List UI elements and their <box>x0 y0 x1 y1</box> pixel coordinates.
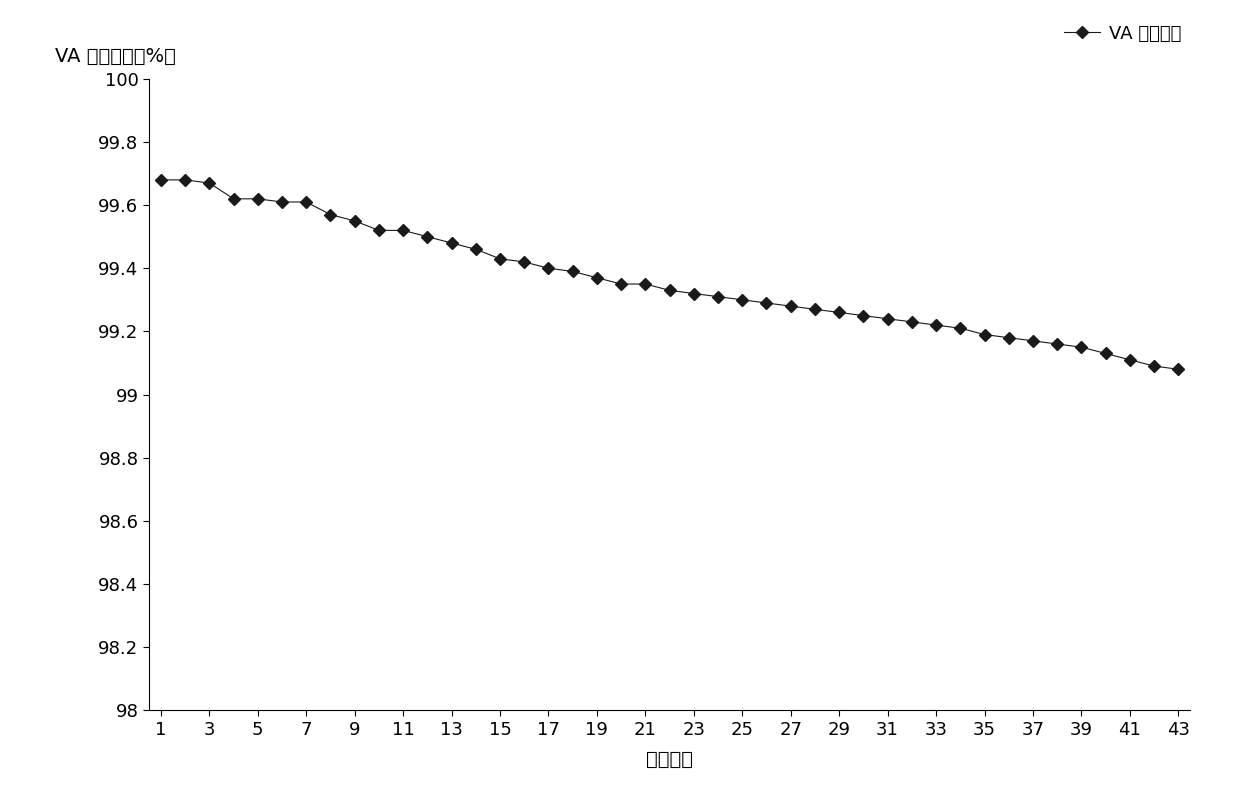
VA 醇转化率 <box>492 254 507 264</box>
VA 醇转化率 <box>1171 365 1185 374</box>
VA 醇转化率 <box>372 226 387 235</box>
VA 醇转化率 <box>154 175 169 185</box>
VA 醇转化率 <box>1001 333 1016 342</box>
VA 醇转化率 <box>1074 342 1089 352</box>
VA 醇转化率 <box>444 238 459 248</box>
VA 醇转化率 <box>469 245 484 254</box>
Legend: VA 醇转化率: VA 醇转化率 <box>1064 24 1182 43</box>
Line: VA 醇转化率: VA 醇转化率 <box>156 176 1183 373</box>
VA 醇转化率 <box>637 279 652 289</box>
VA 醇转化率 <box>347 216 362 226</box>
VA 醇转化率 <box>565 267 580 276</box>
VA 醇转化率 <box>177 175 192 185</box>
VA 醇转化率 <box>856 311 870 320</box>
Text: VA 醇转化率（%）: VA 醇转化率（%） <box>55 47 176 66</box>
VA 醇转化率 <box>687 289 702 298</box>
VA 醇转化率 <box>952 323 967 333</box>
VA 醇转化率 <box>1050 339 1065 349</box>
VA 醇转化率 <box>977 330 992 339</box>
VA 醇转化率 <box>807 305 822 314</box>
VA 醇转化率 <box>541 264 556 273</box>
VA 醇转化率 <box>1147 361 1162 371</box>
VA 醇转化率 <box>711 292 725 301</box>
VA 醇转化率 <box>517 257 532 267</box>
VA 醇转化率 <box>420 232 435 241</box>
VA 醇转化率 <box>299 197 314 207</box>
VA 醇转化率 <box>904 317 919 327</box>
VA 醇转化率 <box>662 286 677 295</box>
VA 醇转化率 <box>202 178 217 188</box>
VA 醇转化率 <box>589 273 604 282</box>
VA 醇转化率 <box>759 298 774 308</box>
VA 醇转化率 <box>614 279 629 289</box>
VA 醇转化率 <box>1099 349 1114 358</box>
VA 醇转化率 <box>880 314 895 323</box>
VA 醇转化率 <box>1122 355 1137 365</box>
VA 醇转化率 <box>324 210 339 219</box>
X-axis label: 套用批次: 套用批次 <box>646 750 693 768</box>
VA 醇转化率 <box>832 308 847 317</box>
VA 醇转化率 <box>396 226 410 235</box>
VA 醇转化率 <box>1025 336 1040 346</box>
VA 醇转化率 <box>250 194 265 204</box>
VA 醇转化率 <box>735 295 750 305</box>
VA 醇转化率 <box>226 194 241 204</box>
VA 醇转化率 <box>274 197 289 207</box>
VA 醇转化率 <box>784 301 799 311</box>
VA 醇转化率 <box>929 320 944 330</box>
